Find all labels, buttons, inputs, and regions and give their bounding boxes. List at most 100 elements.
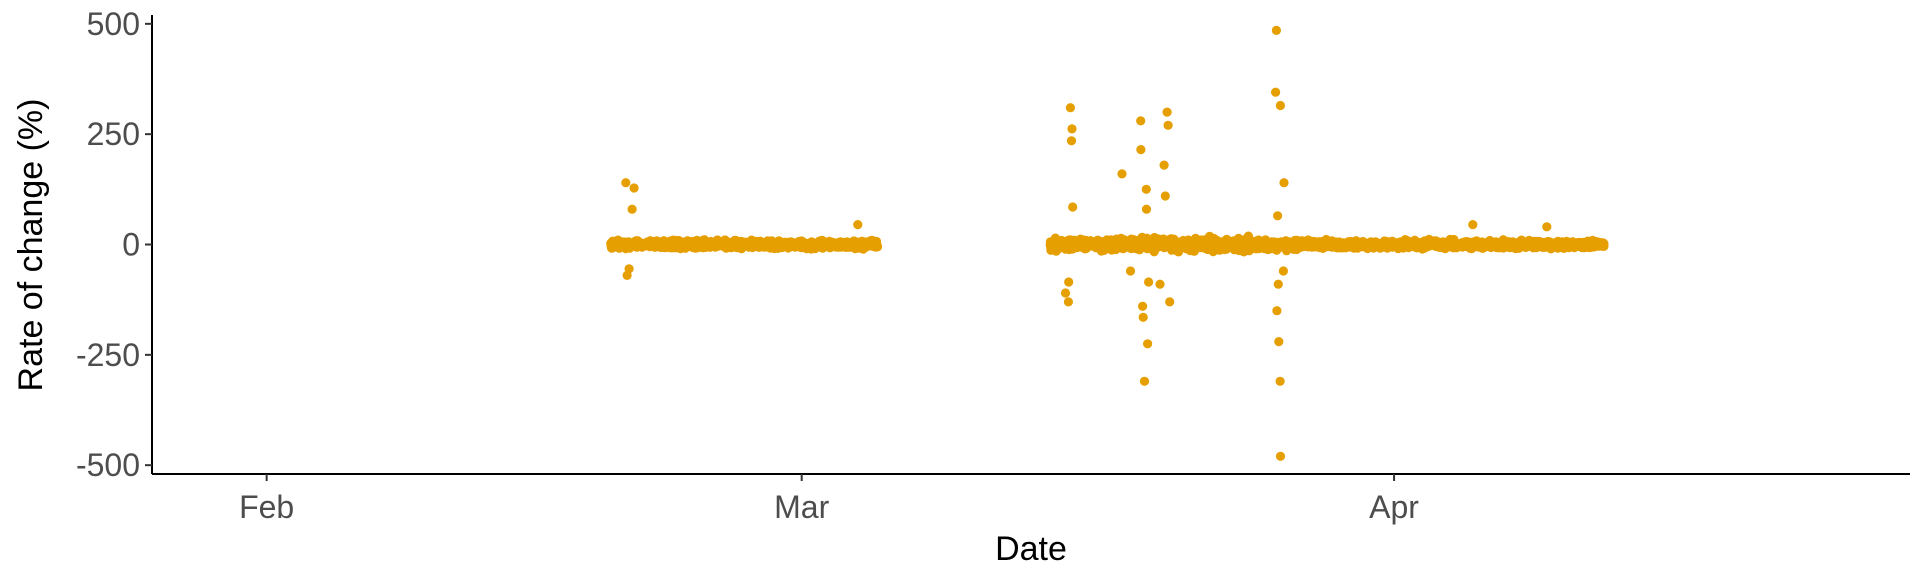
data-point: [1346, 236, 1356, 247]
y-tick-label: 250: [87, 116, 140, 152]
data-point: [1363, 243, 1374, 253]
data-point: [676, 240, 686, 250]
data-point: [1356, 237, 1366, 247]
x-tick-label: Mar: [774, 489, 829, 525]
data-point: [1479, 238, 1489, 248]
data-point: [719, 237, 729, 247]
data-point: [608, 236, 618, 246]
data-point: [787, 241, 797, 251]
data-point: [1312, 241, 1322, 251]
data-point: [772, 240, 782, 250]
data-point: [1272, 306, 1282, 316]
y-tick-label: 0: [122, 227, 140, 263]
data-point: [1136, 145, 1146, 155]
data-point: [1273, 211, 1283, 221]
data-point: [624, 264, 634, 274]
data-point: [624, 241, 635, 251]
data-point: [1337, 243, 1347, 253]
data-point: [1275, 376, 1285, 386]
data-point: [1162, 107, 1172, 117]
data-point: [1275, 100, 1285, 111]
data-point: [1392, 240, 1402, 250]
data-point: [1160, 191, 1170, 201]
data-point: [692, 238, 702, 248]
data-point: [1289, 240, 1299, 250]
data-point: [1125, 266, 1136, 276]
data-point: [1066, 136, 1077, 146]
data-point: [1465, 240, 1475, 250]
data-point: [1149, 232, 1160, 243]
data-point: [1175, 240, 1185, 250]
data-point: [842, 237, 852, 247]
data-point: [1234, 242, 1245, 252]
data-point: [1455, 239, 1465, 249]
data-point: [1144, 239, 1154, 249]
data-point: [633, 239, 643, 249]
data-point: [1433, 241, 1443, 251]
data-point: [1136, 116, 1146, 126]
data-point: [712, 239, 722, 249]
data-point: [1278, 266, 1288, 276]
data-point: [1117, 235, 1127, 245]
data-point: [1063, 297, 1073, 307]
data-point: [657, 240, 667, 250]
data-point: [1065, 103, 1075, 113]
data-point: [1165, 297, 1175, 307]
data-point: [1159, 160, 1169, 170]
x-tick-label: Feb: [239, 489, 294, 525]
y-tick-label: 500: [87, 6, 140, 42]
data-point: [1468, 220, 1478, 230]
data-point: [1195, 241, 1205, 251]
data-point: [748, 237, 758, 247]
data-point: [1138, 312, 1148, 322]
data-point: [853, 220, 863, 230]
data-point: [857, 239, 867, 249]
data-point: [835, 240, 845, 250]
data-point: [802, 242, 812, 252]
data-point: [1163, 120, 1173, 130]
data-point: [1067, 124, 1077, 134]
data-point: [1377, 240, 1387, 250]
data-point: [1273, 279, 1283, 289]
data-point: [1574, 241, 1584, 251]
data-point: [1261, 235, 1271, 245]
data-point: [1052, 240, 1062, 250]
y-axis-ticks: 500 250 0 -250 -500: [76, 6, 152, 483]
y-tick-label: -500: [76, 447, 140, 483]
data-point: [1084, 238, 1094, 248]
data-point: [704, 241, 714, 251]
data-point: [1542, 222, 1552, 232]
data-point: [1144, 277, 1154, 287]
data-point: [1060, 288, 1071, 298]
data-point: [1160, 235, 1170, 246]
x-axis-ticks: Feb Mar Apr: [239, 474, 1419, 525]
data-point: [1117, 169, 1127, 179]
data-point: [1143, 339, 1153, 349]
data-point: [1134, 241, 1144, 251]
data-point: [1274, 337, 1284, 347]
data-point: [1399, 241, 1409, 251]
data-point: [1110, 236, 1120, 246]
data-point: [1271, 25, 1281, 35]
data-point: [641, 241, 651, 251]
data-point: [1549, 238, 1559, 248]
data-point: [1141, 184, 1151, 194]
data-point: [1585, 242, 1595, 252]
x-axis-title: Date: [995, 530, 1067, 568]
data-point: [1423, 239, 1433, 249]
data-point: [821, 240, 831, 250]
data-point: [1064, 277, 1074, 287]
y-tick-label: -250: [76, 337, 140, 373]
data-point: [617, 242, 627, 252]
data-point: [1243, 231, 1253, 241]
data-point: [1279, 178, 1289, 188]
data-point: [1063, 238, 1073, 248]
data-point: [1155, 279, 1165, 289]
data-point: [1139, 376, 1150, 386]
data-point: [1447, 241, 1457, 251]
data-point: [1384, 241, 1394, 251]
data-point: [621, 178, 631, 188]
data-point: [736, 244, 747, 254]
data-point: [1186, 239, 1196, 249]
data-point: [1521, 242, 1531, 252]
